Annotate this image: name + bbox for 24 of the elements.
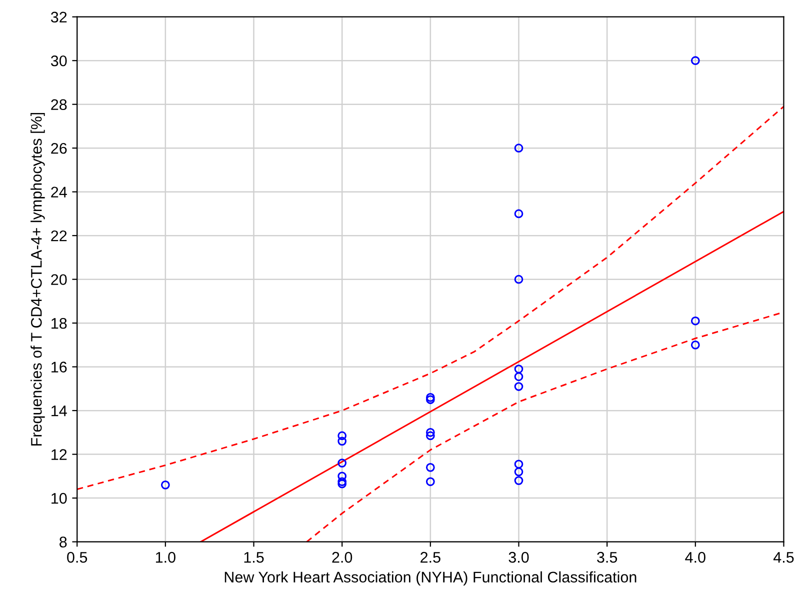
y-tick-label: 12 — [52, 449, 67, 460]
x-tick-label: 3.5 — [597, 552, 618, 563]
x-axis-title: New York Heart Association (NYHA) Functional Classification — [224, 571, 636, 586]
y-tick-label: 8 — [60, 536, 67, 548]
x-tick-label: 1.0 — [156, 552, 176, 563]
x-tick-label: 1.5 — [244, 552, 264, 563]
y-tick-label: 22 — [51, 230, 67, 242]
y-tick-label: 10 — [52, 492, 67, 504]
x-tick-label: 4.5 — [773, 552, 794, 563]
y-axis-title: Frequencies of T CD4+CTLA-4+ lymphocytes [%] — [30, 112, 45, 446]
x-tick-label: 2.0 — [332, 552, 352, 563]
y-tick-label: 14 — [52, 406, 67, 416]
y-tick-label: 32 — [50, 12, 67, 23]
y-tick-label: 30 — [50, 55, 67, 66]
x-tick-label: 0.5 — [67, 552, 88, 563]
x-tick-label: 2.5 — [420, 552, 440, 563]
x-tick-label: 4.0 — [685, 552, 706, 563]
y-tick-label: 20 — [51, 274, 67, 286]
y-tick-label: 28 — [51, 99, 67, 110]
y-tick-label: 24 — [51, 186, 67, 198]
y-tick-label: 26 — [51, 142, 67, 154]
y-tick-label: 16 — [52, 362, 67, 373]
x-tick-label: 3.0 — [508, 552, 529, 563]
y-tick-label: 18 — [52, 318, 67, 329]
